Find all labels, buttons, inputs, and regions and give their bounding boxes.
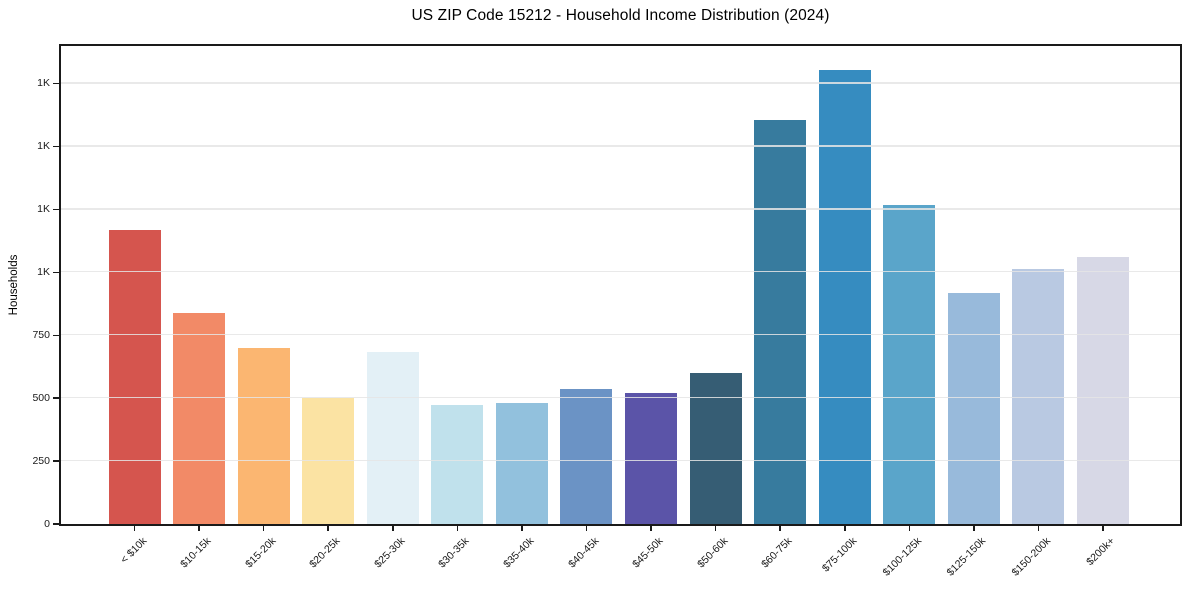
x-tick-mark: [1102, 526, 1104, 531]
x-tick-mark: [262, 526, 265, 531]
gridline: [61, 82, 1180, 84]
bar: [689, 373, 742, 524]
x-tick-mark: [521, 526, 523, 531]
y-tick-label: 0: [44, 517, 50, 530]
x-tick-label: $50-60k: [694, 535, 731, 571]
x-tick-label: $30-35k: [436, 535, 472, 571]
x-tick-mark: [327, 526, 329, 531]
x-tick-mark: [973, 526, 975, 531]
x-tick-mark: [908, 526, 911, 531]
y-tick-label: 250: [32, 454, 50, 467]
y-tick-label: 1K: [37, 203, 50, 216]
x-tick-mark: [392, 526, 394, 531]
x-tick-label: $15-20k: [242, 535, 279, 571]
bar: [947, 292, 1000, 524]
y-tick-label: 750: [32, 328, 50, 341]
x-tick-label: $40-45k: [565, 535, 601, 571]
x-tick-label: $150-200k: [1009, 535, 1053, 579]
y-tick-mark: [53, 523, 59, 525]
x-tick-mark: [133, 526, 136, 531]
y-tick-mark: [53, 271, 59, 274]
x-tick-label: $25-30k: [371, 535, 408, 571]
x-tick-label: $20-25k: [307, 535, 343, 571]
bar: [560, 389, 613, 524]
x-tick-label: $60-75k: [759, 535, 795, 571]
y-tick-label: 1K: [37, 140, 50, 153]
gridline: [61, 333, 1180, 336]
gridline: [61, 396, 1180, 399]
x-tick-label: < $10k: [117, 535, 149, 566]
y-tick-label: 1K: [37, 265, 50, 278]
gridline: [61, 459, 1180, 462]
y-tick-mark: [53, 82, 59, 85]
gridline: [61, 145, 1180, 147]
x-tick-label: $125-150k: [944, 535, 989, 579]
x-tick-mark: [779, 526, 781, 531]
bar: [108, 229, 161, 524]
bar: [302, 398, 355, 524]
x-tick-mark: [1037, 526, 1040, 531]
y-tick-mark: [53, 460, 59, 462]
x-tick-label: $75-100k: [819, 535, 860, 575]
x-tick-label: $200k+: [1084, 535, 1118, 569]
bar: [431, 404, 484, 524]
x-tick-mark: [714, 526, 717, 531]
x-tick-label: $10-15k: [178, 535, 214, 571]
x-tick-mark: [198, 526, 200, 531]
bar: [625, 393, 678, 524]
x-tick-mark: [585, 526, 588, 531]
x-tick-mark: [456, 526, 459, 531]
x-tick-label: $45-50k: [630, 535, 666, 571]
bar: [818, 69, 871, 524]
x-tick-label: $35-40k: [501, 535, 537, 571]
y-tick-mark: [53, 334, 59, 337]
y-tick-mark: [53, 145, 59, 148]
x-tick-mark: [650, 526, 652, 531]
x-tick-mark: [844, 526, 846, 531]
bar: [1077, 257, 1130, 524]
y-axis-label: Households: [8, 254, 20, 316]
chart-title: US ZIP Code 15212 - Household Income Dis…: [411, 7, 830, 24]
bar: [883, 204, 936, 524]
bar: [495, 403, 548, 524]
plot-area: [59, 44, 1182, 526]
y-tick-mark: [53, 397, 59, 399]
gridline: [61, 208, 1180, 210]
bar: [173, 312, 226, 524]
y-tick-label: 1K: [37, 77, 50, 90]
bar: [1012, 268, 1065, 524]
y-tick-mark: [53, 208, 59, 211]
bar: [237, 347, 290, 524]
bar: [366, 351, 419, 524]
bar: [754, 120, 807, 524]
gridline: [61, 271, 1180, 273]
x-tick-label: $100-125k: [880, 535, 924, 579]
y-tick-label: 500: [32, 391, 50, 404]
